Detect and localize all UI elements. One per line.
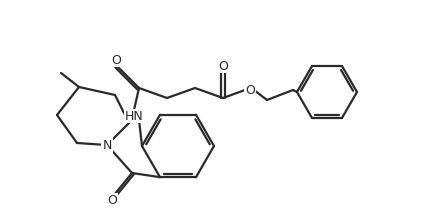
Text: N: N [102, 138, 112, 151]
Text: HN: HN [125, 110, 143, 123]
Text: O: O [107, 194, 117, 207]
Text: O: O [218, 60, 228, 73]
Text: O: O [245, 84, 255, 97]
Text: O: O [111, 54, 121, 67]
